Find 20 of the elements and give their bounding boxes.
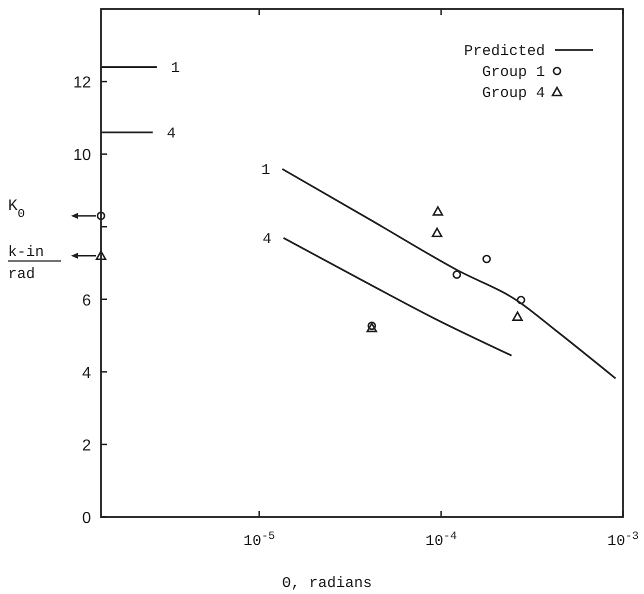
annotation: 4 <box>166 125 176 142</box>
x-tick-label: 10$^{-5}$ <box>243 531 276 550</box>
text: rad <box>8 266 36 283</box>
y-axis-title: K$_{Θ}$ <box>8 197 25 221</box>
legend-label: Group 1 <box>482 64 545 81</box>
text: k-in <box>8 244 44 261</box>
y-tick-label: 2 <box>82 437 92 454</box>
y-tick-label: 6 <box>82 292 92 310</box>
x-tick-label: 10$^{-4}$ <box>425 531 458 550</box>
legend-label: Predicted <box>464 43 545 60</box>
annotation: 1 <box>170 60 180 78</box>
legend-label: Group 4 <box>482 85 545 102</box>
y-tick-label: 12 <box>73 74 92 92</box>
annotation: 4 <box>262 230 272 248</box>
y-tick-label: 10 <box>73 147 92 164</box>
x-tick-label: 10$^{-3}$ <box>607 531 639 550</box>
annotation: 1 <box>261 162 270 180</box>
y-tick-label: 0 <box>82 510 92 527</box>
y-tick-label: 4 <box>82 364 92 382</box>
x-axis-title: Θ, radians <box>282 575 372 592</box>
